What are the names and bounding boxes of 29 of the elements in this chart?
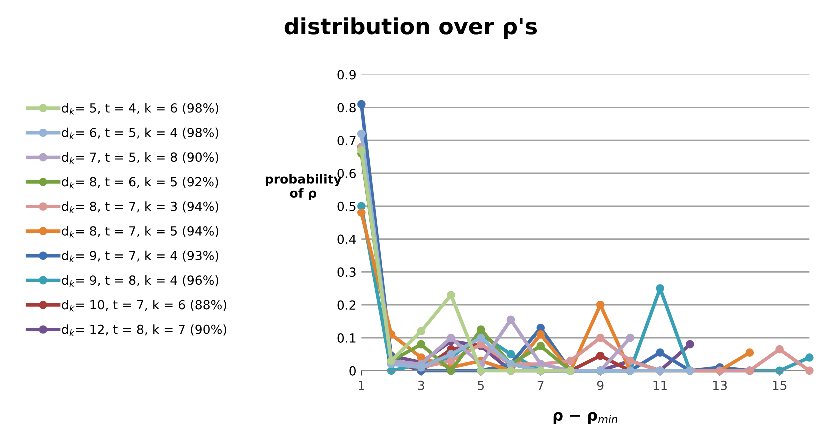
y-tick-label: 0.7 <box>338 136 356 146</box>
x-tick-label: 5 <box>478 381 484 390</box>
y-tick-label: 0.1 <box>338 333 356 343</box>
y-tick-label: 0.3 <box>338 268 356 278</box>
chart-title: distribution over ρ's <box>284 18 538 40</box>
y-tick-label: 0 <box>350 366 356 376</box>
x-tick-label: 3 <box>418 380 424 390</box>
legend-label: d$_{k}$= 9, t = 8, k = 4 (96%) <box>62 275 219 287</box>
legend-label: d$_{k}$= 12, t = 8, k = 7 (90%) <box>62 324 226 336</box>
legend-label: d$_{k}$= 8, t = 7, k = 5 (94%) <box>62 226 219 238</box>
y-tick-label: 0.5 <box>338 202 356 212</box>
x-tick-label: 1 <box>359 381 364 390</box>
y-tick-label: 0.2 <box>338 300 356 310</box>
legend-label: d$_{k}$= 10, t = 7, k = 6 (88%) <box>62 300 226 312</box>
legend-label: d$_{k}$= 8, t = 6, k = 5 (92%) <box>62 177 218 189</box>
x-tick-label: 15 <box>773 381 787 390</box>
x-tick-label: 11 <box>654 381 668 390</box>
x-axis-title: ρ − ρ$_{min}$ <box>554 412 618 424</box>
y-tick-label: 0.8 <box>338 103 356 113</box>
legend-label: d$_{k}$= 6, t = 5, k = 4 (98%) <box>62 128 219 140</box>
legend-label: d$_{k}$= 9, t = 7, k = 4 (93%) <box>62 250 219 262</box>
x-tick-label: 9 <box>597 380 604 390</box>
x-tick-label: 7 <box>538 381 544 390</box>
legend-label: d$_{k}$= 7, t = 5, k = 8 (90%) <box>62 152 219 164</box>
legend-label: d$_{k}$= 5, t = 4, k = 6 (98%) <box>62 103 219 115</box>
x-tick-label: 13 <box>713 380 728 390</box>
legend-label: d$_{k}$= 8, t = 7, k = 3 (94%) <box>62 202 219 214</box>
y-tick-label: 0.9 <box>338 70 356 80</box>
y-tick-label: 0.4 <box>338 234 356 244</box>
